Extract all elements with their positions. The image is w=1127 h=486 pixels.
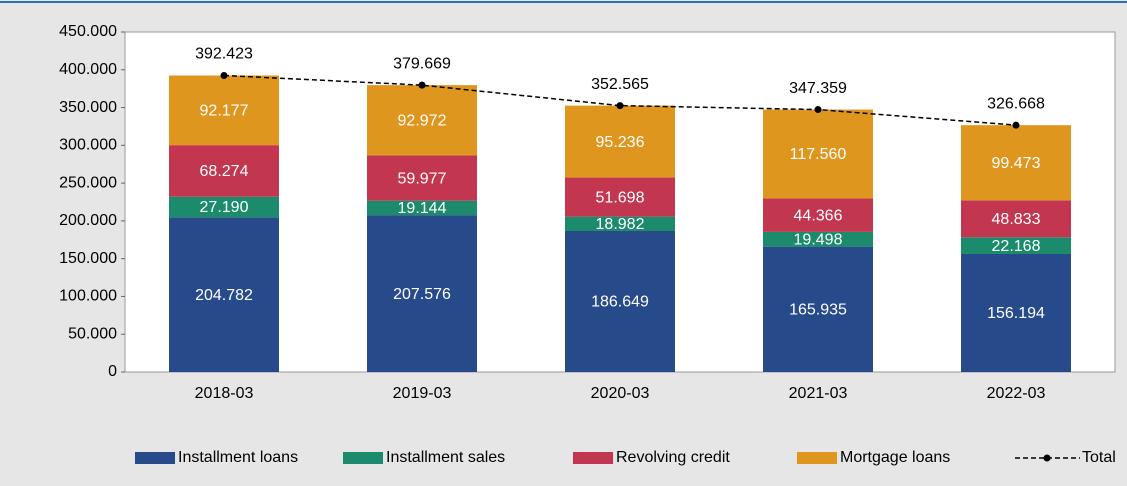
x-tick-label: 2019-03 [393, 385, 452, 402]
total-point [1012, 121, 1020, 129]
bar-segment [169, 75, 279, 146]
total-point [418, 81, 426, 89]
legend-swatch [343, 452, 383, 464]
bar-segment [169, 145, 279, 197]
x-tick-label: 2020-03 [591, 385, 650, 402]
value-label: 92.177 [200, 103, 249, 120]
bar-segment [565, 216, 675, 231]
value-label: 95.236 [596, 134, 645, 151]
bar-segment [961, 125, 1071, 201]
value-label: 156.194 [987, 305, 1045, 322]
total-label: 347.359 [789, 80, 847, 97]
y-tick-label: 250.000 [59, 174, 117, 191]
y-tick-label: 450.000 [59, 23, 117, 40]
value-label: 59.977 [398, 170, 447, 187]
legend-swatch [797, 452, 837, 464]
value-label: 99.473 [992, 155, 1041, 172]
bar-segment [169, 196, 279, 218]
total-point [220, 72, 228, 80]
x-tick-label: 2022-03 [987, 385, 1046, 402]
bar-segment [763, 246, 873, 372]
total-label: 379.669 [393, 55, 451, 72]
value-label: 18.982 [596, 216, 645, 233]
bar-segment [763, 231, 873, 247]
legend-label: Revolving credit [616, 449, 730, 466]
value-label: 19.498 [794, 231, 843, 248]
value-label: 117.560 [790, 146, 847, 163]
legend-swatch [135, 452, 175, 464]
x-tick-label: 2018-03 [195, 385, 254, 402]
bar-segment [565, 105, 675, 178]
value-label: 68.274 [200, 163, 249, 180]
legend-swatch [573, 452, 613, 464]
value-label: 27.190 [200, 199, 249, 216]
total-line [223, 74, 1017, 126]
y-tick-label: 50.000 [68, 325, 117, 342]
y-tick-label: 400.000 [59, 61, 117, 78]
total-point [616, 102, 624, 110]
bar-segment [367, 85, 477, 156]
legend-label: Installment loans [178, 449, 298, 466]
value-label: 92.972 [398, 112, 447, 129]
y-tick-label: 100.000 [59, 288, 117, 305]
total-label: 326.668 [987, 95, 1045, 112]
bar-segment [565, 230, 675, 372]
legend-label: Mortgage loans [840, 449, 950, 466]
total-label: 392.423 [195, 46, 253, 63]
bar-segment [367, 155, 477, 201]
value-label: 22.168 [992, 238, 1041, 255]
value-label: 19.144 [398, 200, 447, 217]
bar-segment [763, 109, 873, 199]
value-label: 186.649 [591, 294, 649, 311]
total-point [814, 106, 822, 114]
total-label: 352.565 [591, 76, 649, 93]
bar-segment [565, 177, 675, 217]
bar-segment [961, 253, 1071, 372]
bar-segment [961, 200, 1071, 238]
bar-segment [367, 215, 477, 372]
value-label: 165.935 [789, 302, 847, 319]
value-label: 51.698 [596, 189, 645, 206]
legend-label: Installment sales [386, 449, 505, 466]
value-label: 48.833 [992, 211, 1041, 228]
value-label: 204.782 [195, 287, 253, 304]
y-tick-label: 350.000 [59, 99, 117, 116]
legend-point [1043, 454, 1051, 462]
y-tick-label: 200.000 [59, 212, 117, 229]
y-tick-label: 0 [108, 363, 117, 380]
legend-label: Total [1082, 449, 1116, 466]
bar-segment [367, 200, 477, 216]
x-tick-label: 2021-03 [789, 385, 848, 402]
value-label: 207.576 [393, 286, 451, 303]
y-tick-label: 300.000 [59, 137, 117, 154]
bar-segment [763, 198, 873, 232]
y-tick-label: 150.000 [59, 250, 117, 267]
bar-segment [169, 217, 279, 372]
value-label: 44.366 [794, 207, 843, 224]
bar-segment [961, 237, 1071, 254]
